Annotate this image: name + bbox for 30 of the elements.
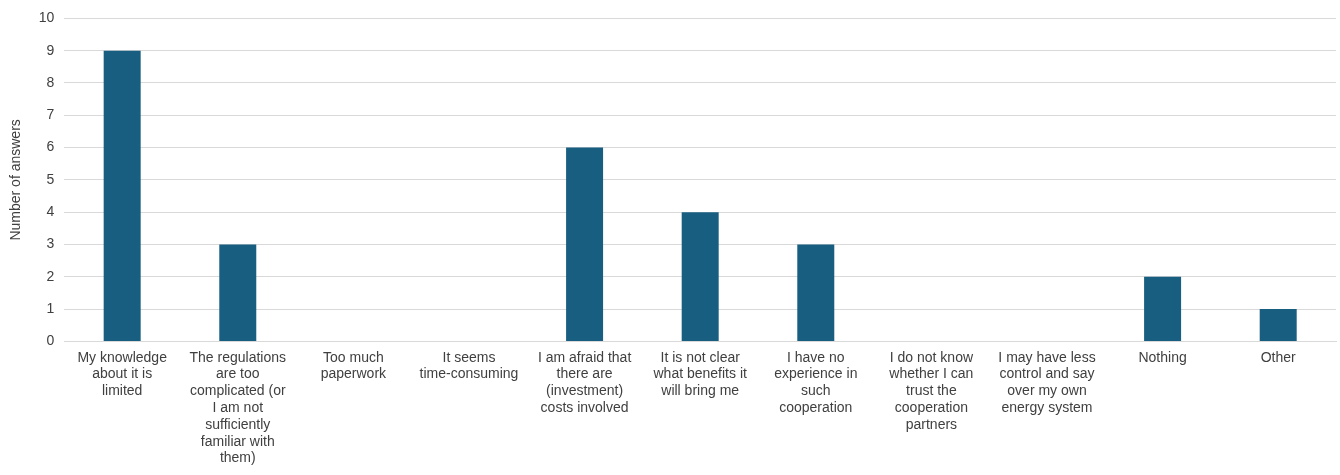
x-tick-label: It seems time-consuming [419,348,519,382]
y-tick-label: 2 [46,267,55,284]
bar [681,212,719,341]
bar [1259,309,1297,341]
bar [219,244,257,341]
bar [797,244,835,341]
x-tick-label: I do not know whether I can trust the cooperation partners [888,348,974,432]
x-tick-label: I may have less control and say over my own energy system [998,348,1096,416]
x-tick-label: I have no experience in such cooperation [774,348,858,416]
y-tick-label: 1 [46,299,55,316]
y-tick-label: 8 [46,73,55,90]
x-tick-label: It is not clear what benefits it will bring me [652,348,747,399]
y-tick-label: 4 [46,203,55,220]
bar [1144,276,1182,341]
y-tick-label: 10 [38,9,55,26]
x-tick-label: The regulations are too complicated (or I am not sufficiently familiar with them) [189,348,287,466]
y-axis-title: Number of answers [7,119,24,241]
y-tick-label: 3 [46,235,55,252]
y-tick-label: 6 [46,138,55,155]
x-tick-label: I am afraid that there are (investment) costs involved [537,348,632,416]
y-tick-label: 5 [46,170,55,187]
bar [566,147,604,341]
y-tick-label: 9 [46,41,55,58]
y-tick-label: 0 [46,332,55,349]
x-tick-label: Too much paperwork [320,348,388,382]
x-tick-label: Other [1260,348,1297,365]
x-tick-label: My knowledge about it is limited [77,348,168,399]
y-tick-label: 7 [46,106,55,123]
bar [103,50,141,341]
x-tick-label: Nothing [1138,348,1187,365]
